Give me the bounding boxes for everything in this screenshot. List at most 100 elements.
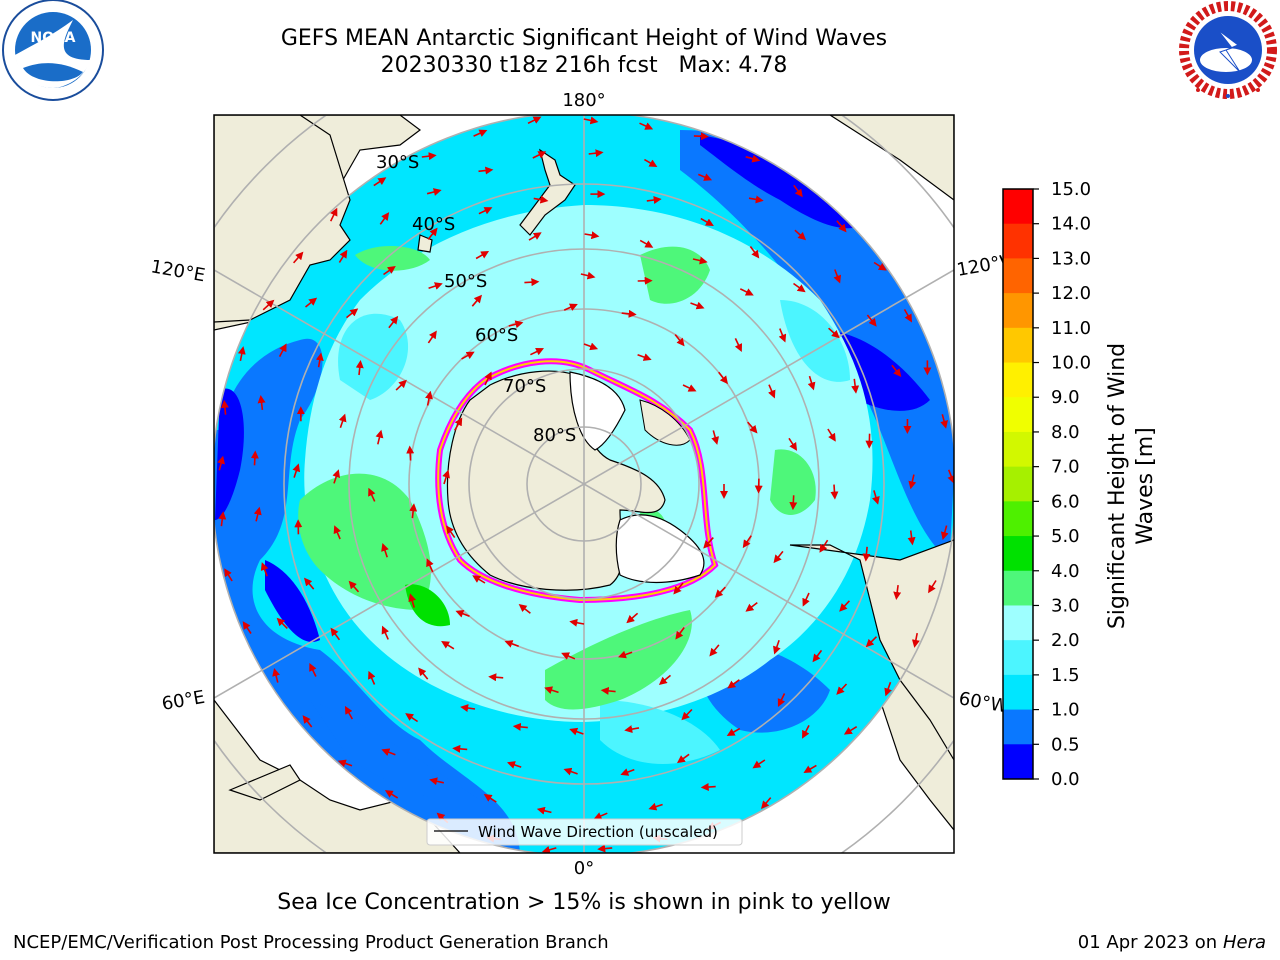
wind-wave-arrow <box>441 641 455 650</box>
wind-wave-arrow <box>527 116 542 125</box>
wind-wave-arrow <box>383 266 396 276</box>
wind-wave-arrow <box>593 812 608 820</box>
wind-wave-arrow <box>828 327 840 339</box>
wind-wave-arrow <box>788 437 798 451</box>
wind-wave-arrow <box>272 668 280 683</box>
wind-wave-arrow <box>803 764 817 774</box>
wind-wave-arrow <box>530 348 545 356</box>
colorbar-label-line2: Waves [m] <box>1133 427 1158 544</box>
wind-wave-arrow <box>473 129 488 137</box>
wind-wave-arrow <box>700 783 716 792</box>
wind-wave-arrow <box>866 314 877 327</box>
colorbar-swatches <box>1003 189 1033 780</box>
wind-wave-arrow <box>891 364 902 378</box>
wind-wave-arrow <box>217 455 225 471</box>
colorbar-tick-label: 9.0 <box>1051 387 1080 408</box>
wind-wave-arrow <box>812 649 823 663</box>
wind-wave-arrow <box>292 463 301 478</box>
lon-label-0: 0° <box>574 858 594 879</box>
wind-wave-arrow <box>637 353 652 361</box>
national-weather-service-logo <box>1179 1 1277 99</box>
wind-wave-arrow <box>563 303 578 311</box>
colorbar-tick-label: 2.0 <box>1051 630 1080 651</box>
wind-wave-arrow <box>778 328 787 343</box>
wind-wave-arrow <box>903 309 912 323</box>
wind-wave-arrow <box>873 261 887 271</box>
wind-wave-arrow <box>940 525 949 541</box>
wind-wave-arrow <box>461 351 475 360</box>
wind-wave-arrow <box>940 414 948 429</box>
wind-wave-arrow <box>742 535 752 549</box>
wind-wave-arrow <box>690 301 705 310</box>
colorbar-tick-label: 1.5 <box>1051 665 1080 686</box>
colorbar-tick-label: 4.0 <box>1051 561 1080 582</box>
wind-wave-arrow <box>250 450 259 466</box>
wind-wave-arrow <box>454 417 463 431</box>
wind-wave-arrow <box>346 308 359 319</box>
wind-wave-arrow <box>851 378 860 394</box>
wind-wave-arrow <box>947 469 954 484</box>
wind-wave-arrow <box>789 495 798 511</box>
colorbar-swatch <box>1003 362 1033 398</box>
wind-wave-arrow <box>368 487 376 502</box>
wind-wave-arrow <box>907 530 916 546</box>
wind-wave-arrow <box>580 271 596 280</box>
noaa-logo: NOAA <box>2 0 104 101</box>
colorbar-swatch <box>1003 570 1033 606</box>
wind-wave-arrow <box>682 384 697 392</box>
wind-wave-arrow <box>626 612 639 624</box>
wind-wave-arrow <box>257 395 266 410</box>
wind-wave-arrow <box>620 768 635 776</box>
colorbar-tick-label: 12.0 <box>1051 283 1091 304</box>
wind-wave-arrow <box>478 166 494 175</box>
lat-label-40s: 40°S <box>412 214 455 235</box>
footer-date: 01 Apr 2023 on Hera <box>1078 932 1266 953</box>
wind-wave-arrow <box>518 604 531 614</box>
wind-wave-arrow <box>600 686 616 695</box>
wind-wave-arrow <box>329 207 338 222</box>
wind-wave-arrow <box>426 188 442 196</box>
wind-wave-arrow <box>700 217 714 226</box>
wind-wave-arrow <box>872 490 880 505</box>
colorbar-tick-label: 10.0 <box>1051 353 1091 374</box>
wind-wave-arrow <box>344 705 353 720</box>
wind-wave-arrow <box>304 577 315 590</box>
lon-label-60w: 60°W <box>957 688 1010 717</box>
wind-wave-arrow <box>381 748 396 756</box>
footer-credit: NCEP/EMC/Verification Post Processing Pr… <box>13 932 609 953</box>
wind-wave-arrow <box>646 196 662 204</box>
wind-wave-arrow <box>836 683 848 695</box>
wind-wave-arrow <box>624 725 640 734</box>
colorbar-swatch <box>1003 397 1033 433</box>
lat-label-60s: 60°S <box>475 325 518 346</box>
colorbar-tick-label: 1.0 <box>1051 700 1080 721</box>
legend-label: Wind Wave Direction (unscaled) <box>478 823 718 841</box>
wind-wave-arrow <box>309 663 317 677</box>
wind-wave-arrow <box>333 525 342 540</box>
wind-wave-arrow <box>726 727 741 736</box>
wind-wave-arrow <box>348 580 360 593</box>
graticule <box>214 115 954 853</box>
wind-wave-arrow <box>302 715 313 728</box>
wind-wave-arrow <box>330 627 341 641</box>
wind-wave-arrow <box>583 116 599 125</box>
colorbar-swatch <box>1003 605 1033 641</box>
wind-wave-arrow <box>484 371 492 386</box>
wind-wave-arrow <box>911 632 920 648</box>
wind-wave-arrow <box>583 342 599 351</box>
lat-label-80s: 80°S <box>533 425 576 446</box>
wind-wave-arrow <box>749 246 760 259</box>
wind-wave-arrow <box>508 320 524 329</box>
wind-wave-arrow <box>768 384 776 399</box>
lon-label-180: 180° <box>562 90 605 111</box>
wind-wave-arrow <box>734 338 743 353</box>
wind-wave-arrow <box>773 640 781 655</box>
wind-wave-arrow <box>427 330 437 344</box>
colorbar-tick-label: 14.0 <box>1051 214 1091 235</box>
wind-wave-arrow <box>395 379 407 391</box>
colorbar-swatch <box>1003 189 1033 225</box>
wind-wave-arrow <box>381 625 389 640</box>
wind-wave-arrow <box>292 251 304 264</box>
colorbar-label-line1: Significant Height of Wind <box>1105 343 1130 629</box>
